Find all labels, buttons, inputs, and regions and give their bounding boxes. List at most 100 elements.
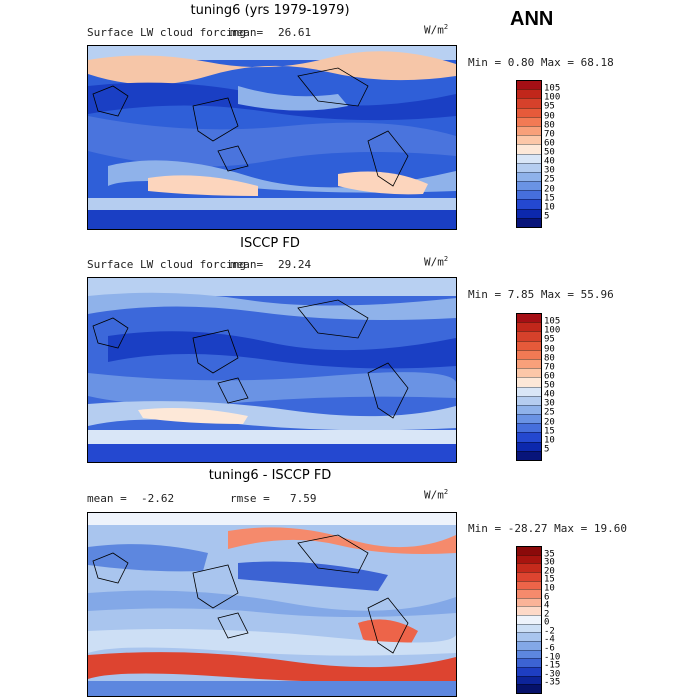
colorbar-swatch [517, 162, 541, 172]
colorbar-level-label: 20 [544, 184, 555, 194]
panel-title-model: tuning6 (yrs 1979-1979) [190, 3, 350, 18]
mean-label-diff: mean = [87, 492, 127, 505]
colorbar-swatch [517, 322, 541, 332]
colorbar-swatch [517, 395, 541, 405]
colorbar-level-label: 15 [544, 574, 555, 585]
colorbar-level-label: 90 [544, 111, 555, 121]
colorbar-model: 105 100 95 90 80 70 60 50 40 30 25 20 15 10 5 [516, 80, 560, 228]
colorbar-swatch [517, 199, 541, 209]
colorbar-level-label: 70 [544, 129, 555, 140]
units-model: W/m2 [424, 23, 449, 37]
colorbar-diff: 35 30 20 15 10 6 4 2 0 -2 -4 -6 -10 -15 -30 -35 [516, 546, 560, 694]
min-max-model: Min = 0.80 Max = 68.18 [468, 56, 614, 69]
map-obs [87, 277, 457, 463]
colorbar-swatch [517, 171, 541, 182]
colorbar-level-label: 25 [544, 174, 555, 185]
colorbar-level-label: 10 [544, 202, 555, 213]
colorbar-level-label: 90 [544, 344, 555, 354]
colorbar-level-label: 4 [544, 600, 550, 611]
panel-title-obs: ISCCP FD [240, 236, 300, 251]
colorbar-swatch [517, 153, 541, 163]
colorbar-swatch [517, 589, 541, 598]
colorbar-level-label: -2 [544, 626, 555, 637]
colorbar-swatch [517, 649, 541, 659]
colorbar-swatch [517, 547, 541, 555]
colorbar-swatch [517, 658, 541, 667]
units-obs: W/m2 [424, 255, 449, 269]
rmse-value-diff: 7.59 [290, 492, 317, 505]
map-model [87, 45, 457, 230]
colorbar-swatch [517, 615, 541, 624]
colorbar-swatch [517, 414, 541, 424]
colorbar-level-label: 15 [544, 426, 555, 437]
colorbar-swatch [517, 314, 541, 323]
colorbar-level-label: 10 [544, 435, 555, 446]
colorbar-swatch [517, 340, 541, 350]
colorbar-level-label: -4 [544, 634, 555, 645]
colorbar-level-label: 100 [544, 92, 561, 103]
colorbar-level-label: 5 [544, 444, 550, 455]
colorbar-level-label: -6 [544, 643, 555, 654]
colorbar-swatch [517, 597, 541, 607]
colorbar-level-label: 2 [544, 609, 550, 620]
colorbar-level-label: 0 [544, 617, 550, 628]
colorbar-swatch [517, 684, 541, 693]
colorbar-swatch [517, 135, 541, 145]
colorbar-swatch [517, 358, 541, 369]
colorbar-level-label: 30 [544, 398, 555, 409]
colorbar-swatch [517, 368, 541, 378]
min-max-obs: Min = 7.85 Max = 55.96 [468, 288, 614, 301]
colorbar-level-label: 60 [544, 371, 555, 382]
colorbar-swatch [517, 675, 541, 685]
min-max-diff: Min = -28.27 Max = 19.60 [468, 522, 627, 535]
colorbar-level-label: -15 [544, 660, 561, 671]
colorbar-level-label: 25 [544, 407, 555, 418]
colorbar-level-label: 60 [544, 138, 555, 149]
colorbar-swatch [517, 116, 541, 126]
map-diff [87, 512, 457, 697]
rmse-label-diff: rmse = [230, 492, 270, 505]
colorbar-level-label: -35 [544, 677, 561, 688]
colorbar-swatch [517, 563, 541, 572]
colorbar-level-label: 20 [544, 566, 555, 577]
mean-label-obs: mean= [230, 258, 264, 271]
mean-value-model: 26.61 [278, 26, 312, 39]
colorbar-swatch [517, 632, 541, 642]
colorbar-swatch [517, 554, 541, 564]
colorbar-swatch [517, 331, 541, 341]
colorbar-level-label: 10 [544, 583, 555, 594]
colorbar-swatch [517, 349, 541, 359]
colorbar-level-label: 40 [544, 389, 555, 400]
mean-label-model: mean= [230, 26, 264, 39]
colorbar-level-label: 40 [544, 156, 555, 167]
colorbar-level-label: 70 [544, 362, 555, 373]
mean-value-obs: 29.24 [278, 258, 312, 271]
colorbar-swatch [517, 432, 541, 442]
colorbar-swatch [517, 623, 541, 633]
colorbar-swatch [517, 190, 541, 200]
colorbar-swatch [517, 107, 541, 117]
variable-label-obs: Surface LW cloud forcing [87, 258, 246, 271]
colorbar-swatch [517, 450, 541, 460]
colorbar-swatch [517, 377, 541, 387]
colorbar-swatch [517, 606, 541, 616]
colorbar-swatch [517, 217, 541, 227]
colorbar-swatch [517, 580, 541, 590]
colorbar-swatch [517, 571, 541, 581]
colorbar-level-label: 30 [544, 557, 555, 568]
colorbar-level-label: -10 [544, 652, 561, 663]
colorbar-level-label: 50 [544, 380, 555, 391]
colorbar-swatch [517, 208, 541, 218]
mean-value-diff: -2.62 [141, 492, 175, 505]
colorbar-swatch [517, 125, 541, 136]
colorbar-level-label: 20 [544, 417, 555, 427]
colorbar-level-label: 30 [544, 165, 555, 176]
colorbar-swatch [517, 666, 541, 676]
colorbar-swatch [517, 144, 541, 154]
colorbar-level-label: 105 [544, 83, 561, 94]
colorbar-level-label: 95 [544, 334, 555, 345]
colorbar-level-label: 80 [544, 353, 555, 364]
colorbar-swatch [517, 423, 541, 433]
colorbar-level-label: 100 [544, 325, 561, 336]
colorbar-level-label: 50 [544, 147, 555, 158]
